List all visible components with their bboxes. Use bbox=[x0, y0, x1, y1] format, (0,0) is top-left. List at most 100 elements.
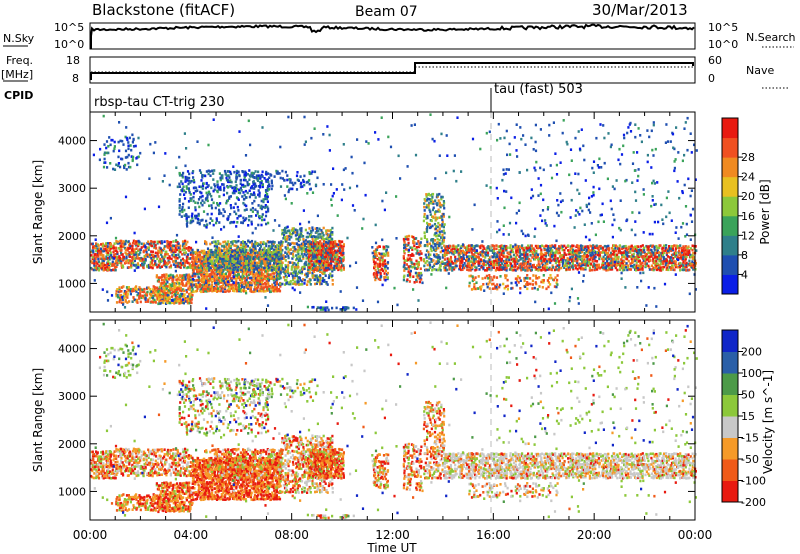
power-cell bbox=[144, 249, 147, 252]
power-cell bbox=[283, 235, 287, 239]
power-cell bbox=[244, 253, 247, 256]
power-cell bbox=[320, 242, 323, 245]
power-cell bbox=[260, 253, 263, 256]
power-cell bbox=[257, 271, 260, 274]
power-cell bbox=[278, 251, 281, 254]
power-cell bbox=[124, 242, 127, 246]
power-cell bbox=[373, 250, 376, 253]
power-cell bbox=[463, 262, 466, 265]
power-cell bbox=[482, 263, 485, 267]
power-cell bbox=[474, 265, 477, 269]
power-cell bbox=[125, 295, 128, 298]
power-cell bbox=[181, 292, 184, 296]
power-cell bbox=[316, 241, 319, 244]
power-cell bbox=[455, 264, 458, 268]
power-cell bbox=[488, 258, 491, 261]
power-cell bbox=[327, 276, 330, 280]
power-cell bbox=[289, 272, 292, 275]
power-cell bbox=[147, 240, 150, 244]
power-cell bbox=[193, 279, 196, 282]
power-cell bbox=[290, 232, 293, 236]
power-cell bbox=[517, 259, 520, 262]
power-cell bbox=[495, 247, 498, 251]
power-cell bbox=[305, 254, 308, 257]
power-cell bbox=[608, 247, 611, 250]
power-cell bbox=[262, 268, 265, 271]
power-cell bbox=[216, 258, 219, 261]
power-cell bbox=[99, 262, 102, 265]
power-cell bbox=[203, 255, 206, 258]
power-cell bbox=[458, 249, 461, 253]
power-cell bbox=[133, 257, 136, 260]
power-cell bbox=[179, 263, 182, 267]
power-cell bbox=[188, 292, 191, 296]
power-cell bbox=[297, 255, 300, 259]
power-cell bbox=[402, 255, 405, 258]
power-cell bbox=[170, 283, 173, 287]
power-cell bbox=[445, 253, 448, 256]
power-cell bbox=[333, 268, 336, 271]
power-cell bbox=[233, 220, 236, 224]
power-cell bbox=[314, 276, 317, 279]
power-cell bbox=[287, 266, 290, 269]
power-cell bbox=[146, 264, 149, 268]
power-cell bbox=[604, 261, 607, 265]
power-cell bbox=[509, 244, 512, 247]
power-cell bbox=[464, 264, 467, 268]
power-cell bbox=[534, 258, 537, 261]
power-cell bbox=[113, 249, 116, 252]
power-cell bbox=[252, 257, 255, 261]
power-cell bbox=[402, 278, 405, 282]
power-cell bbox=[513, 257, 516, 261]
power-cell bbox=[254, 285, 257, 289]
power-cell bbox=[567, 262, 570, 265]
power-cell bbox=[493, 252, 496, 255]
power-cell bbox=[322, 226, 325, 230]
power-cell bbox=[221, 272, 224, 275]
power-cell bbox=[211, 241, 214, 244]
power-cell bbox=[156, 297, 159, 300]
power-cell bbox=[442, 200, 445, 203]
power-cell bbox=[309, 229, 312, 233]
power-cell bbox=[559, 246, 562, 249]
power-cell bbox=[164, 264, 167, 267]
power-cell bbox=[621, 261, 624, 265]
power-cell bbox=[436, 225, 440, 229]
power-cell bbox=[185, 297, 188, 300]
power-cell bbox=[158, 262, 161, 265]
power-cell bbox=[195, 285, 198, 288]
power-cell bbox=[539, 245, 542, 248]
power-cell bbox=[190, 179, 193, 183]
power-cell bbox=[606, 251, 610, 255]
power-cell bbox=[403, 274, 406, 278]
power-cell bbox=[216, 246, 219, 250]
power-cell bbox=[517, 251, 520, 254]
power-cell bbox=[452, 266, 455, 269]
power-cell bbox=[281, 240, 284, 244]
power-cell bbox=[451, 247, 454, 251]
power-cell bbox=[524, 260, 527, 263]
power-cell bbox=[153, 288, 156, 291]
power-cell bbox=[200, 191, 203, 195]
power-cell bbox=[203, 287, 206, 291]
power-cell bbox=[276, 257, 279, 260]
power-cell bbox=[403, 259, 406, 262]
power-cell bbox=[186, 176, 189, 179]
power-cell bbox=[600, 251, 603, 254]
power-cell bbox=[429, 253, 432, 257]
power-cell bbox=[627, 266, 630, 269]
power-cell bbox=[441, 230, 444, 233]
power-cell bbox=[235, 286, 238, 289]
power-cell bbox=[246, 180, 249, 184]
power-cell bbox=[282, 270, 285, 273]
power-cell bbox=[437, 246, 440, 250]
power-cell bbox=[206, 259, 210, 263]
power-cell bbox=[498, 256, 501, 259]
power-cell bbox=[215, 247, 218, 250]
power-cell bbox=[426, 268, 429, 272]
power-cell bbox=[582, 260, 585, 264]
power-cell bbox=[487, 261, 490, 265]
power-cell bbox=[121, 242, 124, 245]
power-cell bbox=[286, 243, 289, 247]
power-cell bbox=[496, 263, 499, 267]
